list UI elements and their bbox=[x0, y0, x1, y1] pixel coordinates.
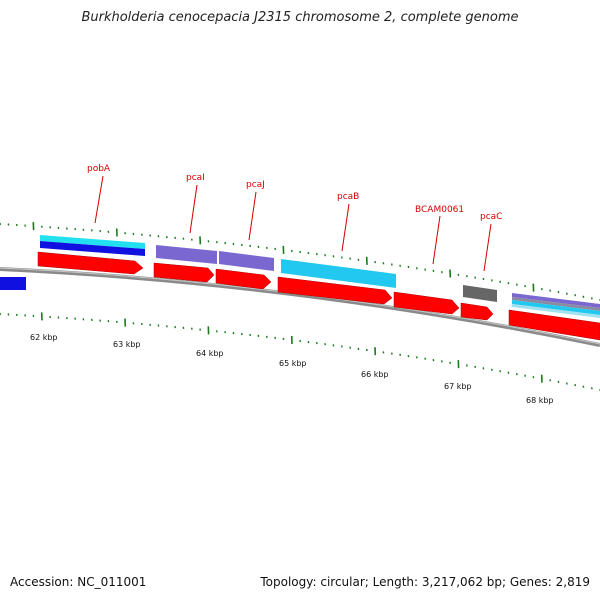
gene-arrow-pcaC[interactable] bbox=[460, 302, 494, 321]
feature-pcaC-colored[interactable] bbox=[463, 285, 497, 302]
scale-label-68kbp: 68 kbp bbox=[526, 396, 554, 405]
feature-blue-left[interactable] bbox=[0, 277, 26, 290]
gene-label-pcaB[interactable]: pcaB bbox=[337, 192, 359, 202]
gene-arrow-BCAM0061[interactable] bbox=[393, 291, 460, 315]
feature-track bbox=[0, 235, 600, 341]
gene-labels: pobA pcaI pcaJ pcaB BCAM0061 pcaC bbox=[87, 164, 502, 222]
gene-label-pobA[interactable]: pobA bbox=[87, 164, 111, 174]
feature-pcaB-colored[interactable] bbox=[281, 259, 396, 288]
feature-right-stack[interactable] bbox=[512, 293, 600, 318]
map-title: Burkholderia cenocepacia J2315 chromosom… bbox=[81, 10, 519, 25]
scale-label-67kbp: 67 kbp bbox=[444, 382, 472, 391]
scale-label-65kbp: 65 kbp bbox=[279, 359, 307, 368]
feature-pobA-colored[interactable] bbox=[40, 235, 145, 256]
gene-arrow-pobA[interactable] bbox=[37, 251, 144, 275]
scale-label-66kbp: 66 kbp bbox=[361, 370, 389, 379]
chromosome-backbone-highlight bbox=[0, 267, 600, 345]
scale-label-63kbp: 63 kbp bbox=[113, 340, 141, 349]
scale-label-62kbp: 62 kbp bbox=[30, 333, 58, 342]
lower-tick-track bbox=[0, 312, 600, 392]
gene-label-pcaJ[interactable]: pcaJ bbox=[246, 180, 265, 190]
gene-label-pcaI[interactable]: pcaI bbox=[186, 173, 205, 183]
scale-label-64kbp: 64 kbp bbox=[196, 349, 224, 358]
accession-text: Accession: NC_011001 bbox=[10, 575, 147, 589]
gene-arrow-pcaB[interactable] bbox=[277, 276, 393, 305]
gene-label-leaders bbox=[94, 175, 492, 272]
upper-tick-track bbox=[0, 222, 600, 302]
gene-label-BCAM0061[interactable]: BCAM0061 bbox=[415, 205, 464, 215]
scale-labels: 62 kbp 63 kbp 64 kbp 65 kbp 66 kbp 67 kb… bbox=[30, 333, 554, 405]
chromosome-backbone bbox=[0, 267, 600, 347]
gene-arrow-pcaI[interactable] bbox=[153, 262, 215, 283]
gene-arrow-pcaJ[interactable] bbox=[215, 268, 272, 290]
topology-summary: Topology: circular; Length: 3,217,062 bp… bbox=[260, 575, 590, 589]
gene-label-pcaC[interactable]: pcaC bbox=[480, 212, 502, 222]
feature-pcaI-colored[interactable] bbox=[156, 245, 217, 264]
feature-pcaJ-colored[interactable] bbox=[219, 251, 274, 271]
gene-arrow-right[interactable] bbox=[508, 309, 600, 341]
